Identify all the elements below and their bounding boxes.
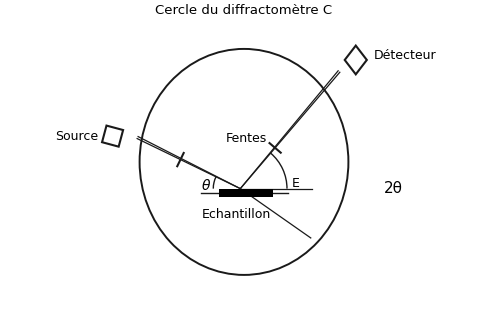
Text: Détecteur: Détecteur <box>374 49 437 62</box>
Bar <box>220 188 273 197</box>
Text: 2θ: 2θ <box>385 181 404 196</box>
Text: θ: θ <box>202 179 210 193</box>
Polygon shape <box>345 46 367 74</box>
Text: Source: Source <box>55 130 98 143</box>
Polygon shape <box>102 126 123 147</box>
Text: E: E <box>292 177 300 190</box>
Text: Cercle du diffractomètre C: Cercle du diffractomètre C <box>156 4 332 17</box>
Text: Echantillon: Echantillon <box>202 208 271 221</box>
Text: Fentes: Fentes <box>226 132 267 145</box>
